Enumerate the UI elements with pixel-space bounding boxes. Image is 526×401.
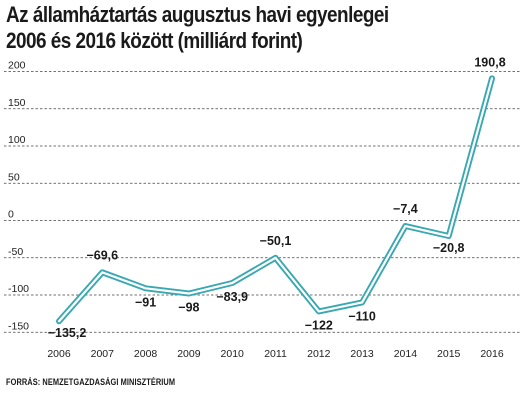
data-label: 190,8 [474, 55, 505, 69]
y-tick-label: 50 [8, 171, 20, 183]
series-line-outer [56, 75, 495, 325]
data-label: −50,1 [260, 234, 292, 248]
y-tick-label: -50 [8, 246, 23, 258]
x-tick-label: 2015 [437, 348, 461, 360]
x-tick-label: 2011 [264, 348, 287, 360]
y-tick-label: 0 [8, 209, 14, 221]
title-line-1: Az államháztartás augusztus havi egyenle… [6, 2, 389, 27]
y-tick-label: -100 [8, 283, 29, 295]
data-label: −135,2 [48, 326, 87, 340]
data-label: −7,4 [393, 202, 418, 216]
y-tick-label: 200 [8, 60, 26, 72]
gridlines [4, 71, 520, 333]
y-tick-label: 100 [8, 134, 26, 146]
data-label: −98 [178, 301, 199, 315]
x-tick-label: 2006 [47, 348, 71, 360]
x-tick-label: 2012 [307, 348, 331, 360]
x-tick-label: 2009 [177, 348, 201, 360]
data-labels: −135,2 −69,6 −91 −98 −83,9 −50,1 −122 −110 −7,4 −… [48, 55, 506, 340]
data-label: −110 [348, 309, 376, 323]
source-note: FORRÁS: NEMZETGAZDASÁGI MINISZTÉRIUM [6, 377, 176, 388]
y-axis-ticks: 200 150 100 50 0 -50 -100 -150 [8, 60, 29, 333]
data-label: −20,8 [433, 241, 465, 255]
chart-title: Az államháztartás augusztus havi egyenle… [6, 2, 450, 54]
x-tick-label: 2010 [221, 348, 245, 360]
data-label: −69,6 [86, 248, 118, 262]
series-line [56, 75, 495, 325]
title-line-2: 2006 és 2016 között (milliárd forint) [6, 28, 303, 53]
y-tick-label: 150 [8, 97, 26, 109]
data-label: −91 [135, 295, 156, 309]
x-tick-label: 2013 [350, 348, 374, 360]
x-axis-ticks: 2006 2007 2008 2009 2010 2011 2012 2013 2014 2015… [47, 348, 504, 360]
x-tick-label: 2008 [134, 348, 158, 360]
series-line-inner [57, 77, 494, 323]
y-tick-label: -150 [8, 320, 29, 332]
x-tick-label: 2016 [480, 348, 504, 360]
data-label: −83,9 [216, 290, 248, 304]
data-label: −122 [305, 318, 333, 332]
x-tick-label: 2014 [394, 348, 418, 360]
x-tick-label: 2007 [91, 348, 115, 360]
